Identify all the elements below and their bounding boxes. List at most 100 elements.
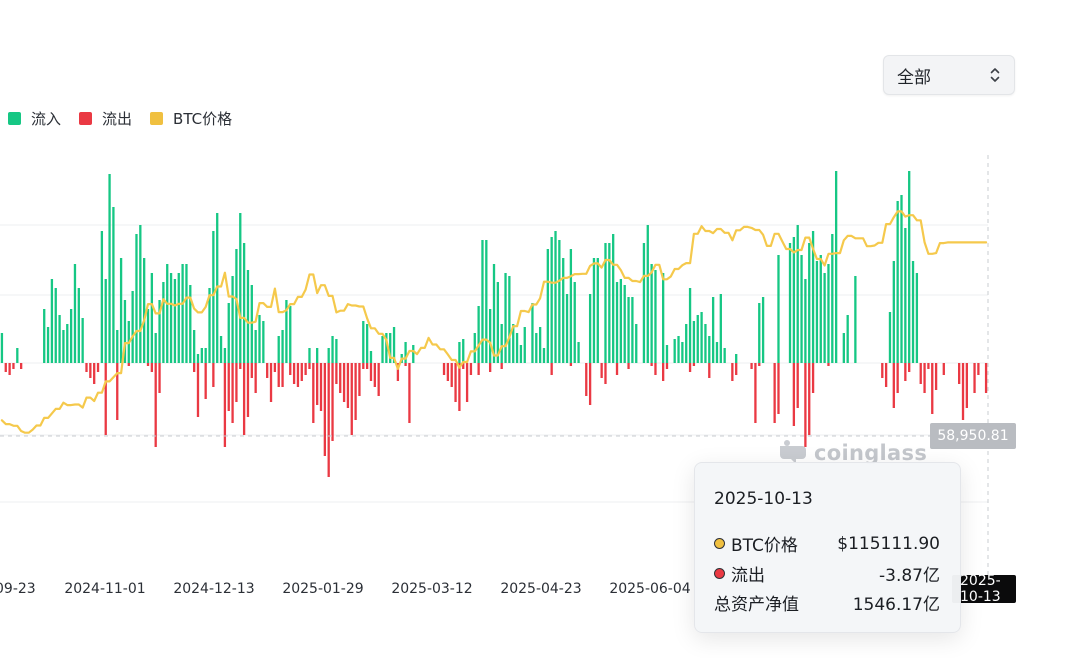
outflow-bar [977,363,980,375]
outflow-bar [773,363,776,423]
inflow-bar [761,297,765,363]
etf-flow-chart[interactable]: 09-23 2024-11-01 2024-12-13 2025-01-29 2025-… [0,150,1080,610]
inflow-bar [331,336,334,363]
outflow-bar [339,363,342,393]
outflow-bar [777,363,780,414]
inflow-bar [204,348,207,363]
outflow-bar [146,363,150,366]
outflow-bar [469,363,473,375]
inflow-bar [392,327,396,363]
x-tick-label: 2025-04-23 [500,581,581,597]
inflow-bar [381,336,384,363]
outflow-bar [881,363,884,378]
inflow-bar [162,282,165,363]
inflow-bar [688,288,692,363]
inflow-bar [16,348,19,363]
outflow-bar [454,363,457,402]
inflow-bar [800,255,803,363]
outflow-bar [984,363,988,393]
inflow-bar [250,285,253,363]
outflow-bar [750,363,753,369]
outflow-bar [377,363,380,396]
inflow-bar [389,333,392,363]
inflow-bar [212,231,215,363]
inflow-bar [558,240,561,363]
tooltip-value-btc-price: $115111.90 [837,533,940,554]
outflow-bar [296,363,300,387]
inflow-bar [335,339,338,363]
legend-item-outflow[interactable]: 流出 [79,108,132,129]
outflow-bar [650,363,653,366]
outflow-bar [908,363,911,372]
inflow-bar [681,342,684,363]
inflow-bar [904,228,907,363]
outflow-bar [277,363,280,387]
x-tick-label: 2025-06-04 [609,581,690,597]
legend-label-inflow: 流入 [31,110,62,128]
inflow-bar [200,348,203,363]
inflow-bar [612,234,615,363]
inflow-bar [69,309,73,363]
range-select[interactable]: 全部 [883,55,1015,95]
range-select-value: 全部 [897,67,931,88]
inflow-bar [131,291,134,363]
inflow-bar [185,264,188,363]
legend-item-inflow[interactable]: 流入 [8,108,61,129]
x-tick-label: 2025-03-12 [391,581,472,597]
inflow-bar [362,321,365,363]
outflow-bar [250,363,253,378]
inflow-bar [77,288,80,363]
inflow-bar [554,231,557,363]
inflow-bar [715,342,719,363]
bar-series [0,171,988,477]
inflow-bar [685,324,688,363]
x-axis-ticks: 09-23 2024-11-01 2024-12-13 2025-01-29 2025-… [0,581,691,597]
inflow-bar [500,324,503,363]
inflow-bar [166,264,169,363]
outflow-bar [266,363,269,378]
x-tick-label: 2024-12-13 [173,581,254,597]
inflow-bar [285,300,288,363]
tooltip-label-outflow: 流出 [731,566,765,586]
inflow-bar [473,333,476,363]
inflow-bar [646,225,649,363]
outflow-bar [227,363,230,411]
inflow-bar [254,330,257,363]
outflow-bar [754,363,757,423]
inflow-bar [915,273,919,363]
inflow-bar [262,321,265,363]
outflow-bar [158,363,161,393]
inflow-bar [708,336,711,363]
outflow-bar [489,363,492,372]
tooltip-date: 2025-10-13 [714,489,813,509]
inflow-bar [823,273,826,363]
inflow-bar [246,270,250,363]
inflow-bar [81,318,84,363]
inflow-bar [277,336,280,363]
outflow-bar [223,363,227,447]
inflow-bar [735,354,738,363]
outflow-bar [731,363,734,381]
inflow-bar [704,324,707,363]
price-axis-tag: 58,950.81 [930,423,1016,449]
inflow-bar [546,249,549,363]
chart-legend: 流入 流出 BTC价格 [8,108,250,129]
outflow-bar [446,363,450,381]
inflow-bar [143,258,146,363]
outflow-bar [300,363,303,381]
outflow-bar [4,363,7,372]
outflow-bar [242,363,246,435]
inflow-bar [504,273,507,363]
inflow-bar [577,342,580,363]
inflow-bar [596,258,599,363]
inflow-bar [158,300,161,363]
inflow-bar [173,279,177,363]
inflow-bar [796,225,799,363]
outflow-bar [884,363,888,387]
inflow-bar [227,303,230,363]
outflow-bar [404,363,407,366]
legend-item-btc-price[interactable]: BTC价格 [150,108,232,129]
inflow-bar [631,297,634,363]
inflow-bar [196,354,200,363]
